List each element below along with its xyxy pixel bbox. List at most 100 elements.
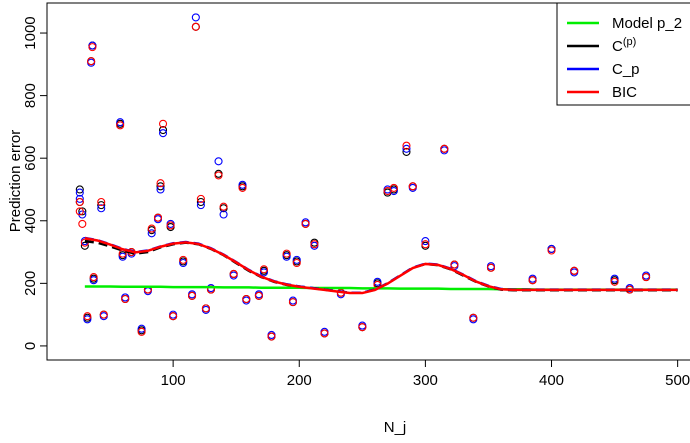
point: [75, 185, 84, 194]
point: [97, 197, 106, 207]
point: [373, 277, 382, 286]
point: [87, 57, 96, 66]
point: [421, 237, 430, 246]
point: [421, 240, 430, 249]
point: [402, 147, 411, 156]
point: [75, 194, 84, 203]
point: [238, 180, 247, 189]
point: [179, 258, 188, 268]
point: [402, 144, 411, 153]
point: [402, 141, 411, 150]
point: [528, 276, 537, 285]
x-tick-label: 100: [161, 372, 186, 389]
point: [75, 188, 84, 197]
point: [219, 202, 228, 211]
point: [187, 291, 197, 300]
point: [147, 224, 156, 233]
point: [547, 246, 556, 255]
point: [78, 219, 87, 228]
point: [469, 313, 478, 322]
x-tick-label: 300: [413, 372, 438, 389]
point: [196, 197, 205, 207]
point: [201, 304, 210, 313]
point: [166, 221, 175, 230]
point: [83, 315, 92, 324]
point: [147, 229, 156, 238]
point: [196, 194, 205, 203]
point: [158, 125, 168, 135]
y-tick-label: 0: [22, 342, 39, 350]
y-tick-label: 1000: [22, 16, 39, 49]
point: [282, 249, 291, 258]
point: [254, 291, 263, 300]
legend-label: C(p): [612, 36, 636, 55]
x-tick-label: 500: [665, 372, 690, 389]
x-tick-label: 400: [539, 372, 564, 389]
y-tick-label: 600: [22, 146, 39, 171]
point: [320, 329, 329, 338]
legend-label-base: C: [612, 38, 623, 55]
point: [137, 324, 146, 333]
legend-box: [556, 2, 690, 106]
point: [118, 252, 127, 261]
point: [229, 269, 238, 279]
curve: [84, 237, 678, 295]
point: [89, 273, 98, 282]
point: [383, 186, 392, 196]
point: [450, 260, 459, 269]
y-tick-label: 400: [22, 208, 39, 233]
point: [97, 201, 106, 210]
y-axis-label: Prediction error: [7, 130, 24, 233]
point: [486, 263, 496, 272]
point: [156, 179, 165, 188]
point: [89, 276, 98, 285]
point: [389, 183, 398, 192]
point: [610, 274, 619, 283]
point: [292, 258, 301, 268]
point: [310, 240, 319, 249]
point: [259, 268, 268, 277]
point: [214, 157, 223, 166]
point: [179, 255, 188, 264]
point: [78, 207, 87, 216]
point: [191, 22, 200, 31]
point: [389, 186, 398, 196]
point: [214, 171, 223, 180]
point: [301, 219, 310, 228]
point: [83, 312, 92, 321]
point: [242, 294, 251, 304]
point: [156, 185, 165, 194]
point: [75, 197, 84, 207]
y-tick-label: 200: [22, 271, 39, 296]
point: [116, 121, 125, 130]
point: [75, 207, 84, 216]
point: [191, 13, 200, 22]
y-tick-label: 800: [22, 83, 39, 108]
point: [610, 277, 619, 286]
point: [292, 255, 301, 264]
plot-frame: [46, 2, 690, 361]
point: [288, 298, 298, 307]
legend-label: Model p_2: [612, 15, 682, 32]
x-tick-label: 200: [287, 372, 312, 389]
legend-label: BIC: [612, 84, 637, 101]
point: [259, 265, 268, 274]
point: [196, 201, 205, 210]
point: [219, 210, 228, 219]
point: [116, 118, 125, 127]
point: [408, 182, 417, 191]
point: [88, 43, 97, 52]
point: [153, 213, 163, 222]
point: [169, 312, 178, 321]
x-axis-label: N_j: [384, 419, 407, 436]
point: [282, 252, 291, 261]
point: [121, 294, 130, 304]
point: [570, 266, 579, 275]
legend-label: C_p: [612, 61, 640, 78]
point: [358, 323, 367, 332]
point: [158, 119, 168, 128]
point: [440, 144, 449, 153]
point: [642, 273, 651, 282]
point: [156, 182, 165, 191]
